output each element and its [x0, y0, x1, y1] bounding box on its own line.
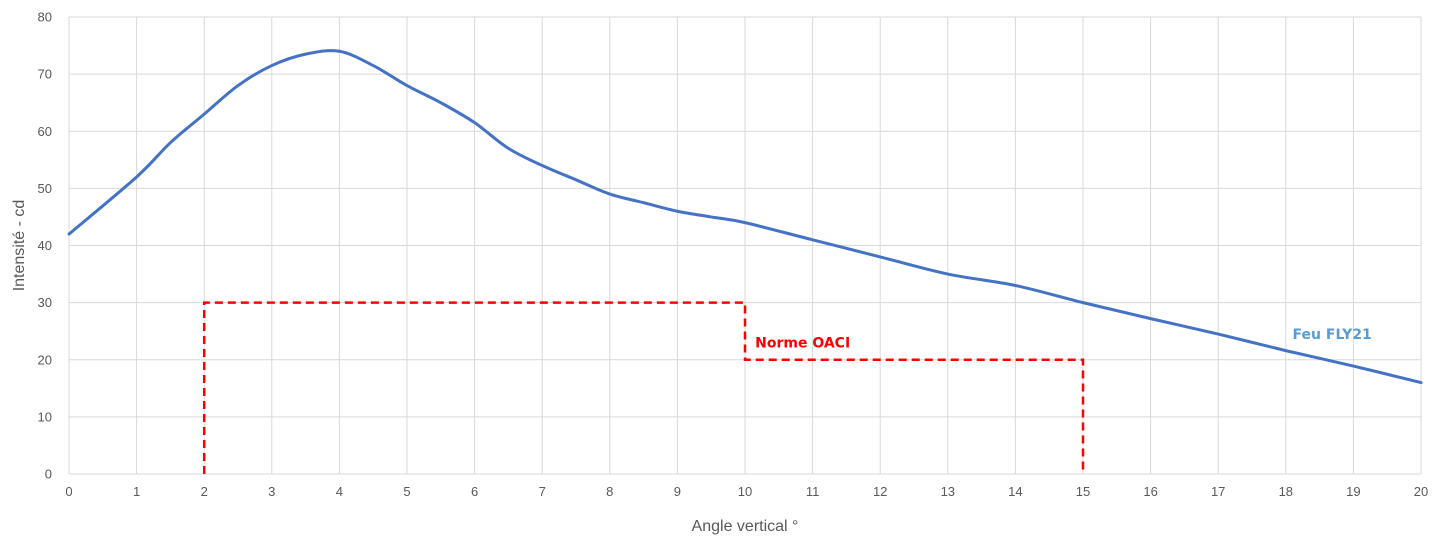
- y-tick-label: 30: [38, 295, 52, 310]
- x-tick-label: 2: [201, 484, 208, 499]
- y-tick-label: 50: [38, 181, 52, 196]
- y-tick-label: 10: [38, 409, 52, 424]
- y-tick-label: 70: [38, 67, 52, 82]
- x-tick-label: 6: [471, 484, 478, 499]
- series-layer: [67, 49, 1423, 474]
- x-tick-label: 1: [133, 484, 140, 499]
- y-tick-label: 0: [45, 467, 52, 482]
- y-tick-label: 60: [38, 124, 52, 139]
- x-tick-label: 7: [539, 484, 546, 499]
- series-line-feu-fly21: [67, 49, 1423, 385]
- x-tick-label: 12: [873, 484, 887, 499]
- x-tick-label: 8: [606, 484, 613, 499]
- y-axis-title: Intensité - cd: [11, 200, 28, 292]
- annotation-label: Norme OACI: [755, 336, 850, 352]
- x-tick-label: 5: [403, 484, 410, 499]
- y-tick-label: 80: [38, 10, 52, 25]
- y-tick-label: 20: [38, 352, 52, 367]
- x-tick-label: 15: [1076, 484, 1090, 499]
- y-tick-label: 40: [38, 238, 52, 253]
- x-tick-label: 4: [336, 484, 343, 499]
- x-tick-label: 14: [1008, 484, 1022, 499]
- x-tick-label: 0: [65, 484, 72, 499]
- x-axis-title: Angle vertical °: [692, 518, 799, 535]
- annotations: Norme OACI Feu FLY21: [755, 327, 1372, 352]
- x-tick-label: 11: [806, 484, 820, 499]
- x-tick-label: 18: [1279, 484, 1293, 499]
- annotation-label: Feu FLY21: [1293, 327, 1372, 343]
- x-tick-label: 20: [1414, 484, 1428, 499]
- x-tick-label: 19: [1346, 484, 1360, 499]
- x-tick-label: 10: [738, 484, 752, 499]
- tick-labels: 0 1 2 3 4 5 6 7 8 9 10 11 12 13 14 15 16 17 18 19 2001020304…: [38, 10, 1429, 500]
- x-tick-label: 3: [268, 484, 275, 499]
- x-tick-label: 16: [1143, 484, 1157, 499]
- x-tick-label: 9: [674, 484, 681, 499]
- x-tick-label: 13: [941, 484, 955, 499]
- series-line-norme-oaci: [202, 301, 1085, 474]
- gridlines: [68, 16, 1422, 475]
- x-tick-label: 17: [1211, 484, 1225, 499]
